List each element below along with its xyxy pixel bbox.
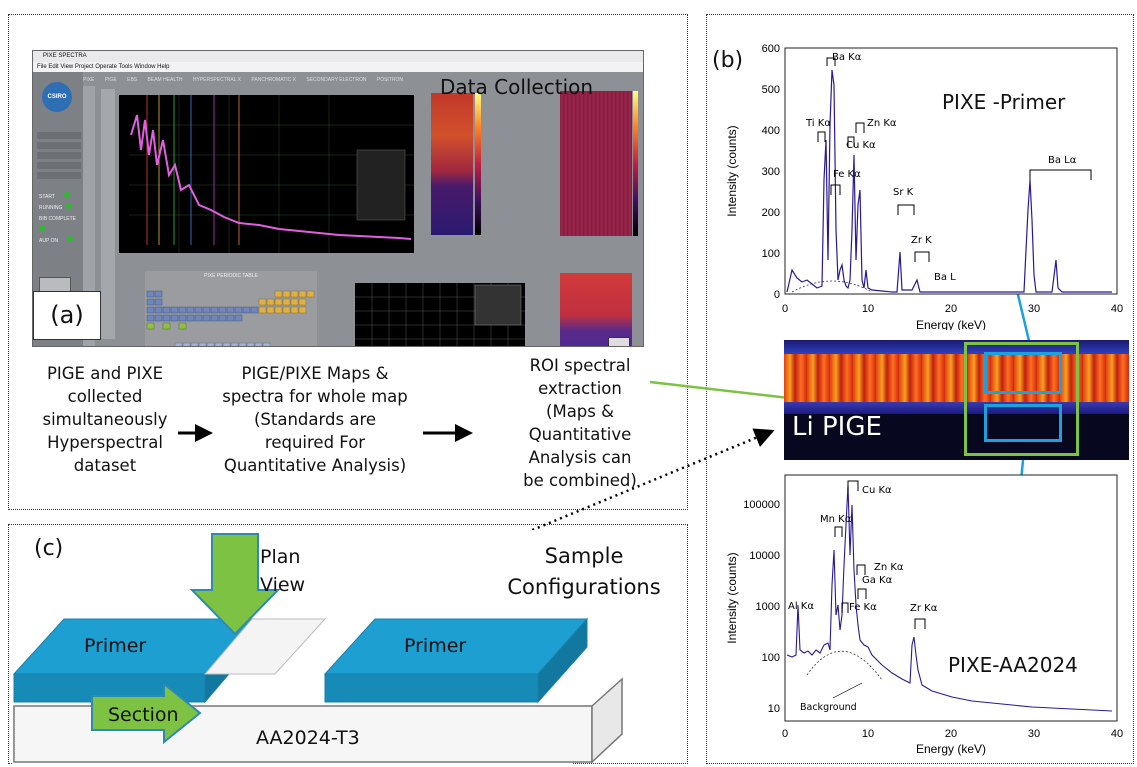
- background-label: Background: [800, 702, 857, 713]
- top-spectrum-chart: 0 100 200 300 400 500 600 0 10 20 30 40 …: [725, 43, 1123, 330]
- sample-schematic: [10, 533, 680, 764]
- data-collection-heading: Data Collection: [440, 75, 594, 99]
- step-1-text: PIGE and PIXE collected simultaneously H…: [42, 364, 168, 475]
- side-label-aup: AUP ON: [39, 238, 59, 244]
- bottom-ytick-100000: 100000: [743, 499, 780, 511]
- live-spectrum-plot: [119, 95, 414, 253]
- bottom-xtick-0: 0: [782, 728, 788, 740]
- bottom-xtick-10: 10: [862, 728, 874, 740]
- tab-ebs: EBS: [127, 77, 138, 83]
- menu-bar: File Edit View Project Operate Tools Win…: [33, 62, 643, 72]
- bottom-background-curve: [806, 650, 883, 681]
- top-ytick-400: 400: [762, 125, 780, 137]
- tab-strip: PIXE PIGE EBS BEAM HEALTH HYPERSPECTRAL …: [83, 74, 643, 86]
- li-pige-label: Li PIGE: [792, 412, 882, 442]
- peak-mn-ka: Mn Kα: [820, 514, 852, 525]
- bottom-spectrum-title: PIXE-AA2024: [948, 653, 1078, 677]
- tab-pixe: PIXE: [83, 77, 95, 83]
- tab-panchromatic: PANCHROMATIC X: [251, 77, 296, 83]
- step-3-text: ROI spectral extraction (Maps & Quantita…: [523, 356, 637, 490]
- top-xtick-20: 20: [945, 303, 957, 315]
- top-ytick-100: 100: [762, 248, 780, 260]
- peak-fe-ka: Fe Kα: [833, 169, 861, 180]
- top-xtick-10: 10: [862, 303, 874, 315]
- pige-map-heatmap: [560, 273, 632, 346]
- roi-box-substrate: [984, 404, 1062, 442]
- step-2-text: PIGE/PIXE Maps & spectra for whole map (…: [222, 364, 408, 475]
- sample-config-heading: Sample Configurations: [507, 544, 661, 599]
- tab-positron: POSITRON: [376, 77, 403, 83]
- substrate-label: AA2024-T3: [256, 727, 360, 749]
- top-ylabel: Intensity (counts): [725, 125, 739, 216]
- plan-view-label: Plan View: [260, 546, 306, 596]
- bottom-ylabel: Intensity (counts): [725, 552, 739, 643]
- bottom-ytick-100: 100: [762, 652, 780, 664]
- panel-a-label: (a): [33, 291, 101, 340]
- peak-fe-ka-bottom: Fe Kα: [849, 602, 877, 613]
- pixe-map-heatmap: [560, 91, 632, 236]
- primer-left-label: Primer: [84, 635, 147, 657]
- window-title: PIXE SPECTRA: [33, 51, 643, 62]
- top-spectrum-line: [786, 69, 1112, 293]
- top-ytick-300: 300: [762, 166, 780, 178]
- bottom-ytick-10: 10: [768, 703, 780, 715]
- li-pige-map: Li PIGE: [784, 340, 1129, 460]
- peak-zn-ka-bottom: Zn Kα: [874, 562, 904, 573]
- bottom-spectrum-line: [786, 484, 1113, 712]
- peak-al-ka: Al Kα: [788, 601, 814, 612]
- top-xtick-0: 0: [782, 303, 788, 315]
- peak-cu-ka: Cu Kα: [846, 140, 876, 151]
- tab-beam-health: BEAM HEALTH: [147, 77, 183, 83]
- peak-zn-ka: Zn Kα: [867, 118, 897, 129]
- bottom-xlabel: Energy (keV): [916, 742, 986, 756]
- bottom-xtick-40: 40: [1111, 728, 1123, 740]
- section-arrow: [91, 681, 202, 745]
- plan-view-arrow: [189, 533, 281, 636]
- top-xlabel: Energy (keV): [916, 318, 986, 330]
- side-label-start: START: [39, 194, 55, 200]
- bottom-xtick-20: 20: [945, 728, 957, 740]
- tab-pige: PIGE: [104, 77, 117, 83]
- peak-ti-ka: Ti Kα: [805, 118, 831, 129]
- top-xtick-40: 40: [1111, 303, 1123, 315]
- tab-secondary-electron: SECONDARY ELECTRON: [306, 77, 367, 83]
- bottom-xtick-30: 30: [1028, 728, 1040, 740]
- tab-hyperspectral: HYPERSPECTRAL X: [192, 77, 242, 83]
- peak-ba-la: Ba Lα: [1048, 155, 1077, 166]
- top-ytick-200: 200: [762, 207, 780, 219]
- peak-zr-ka: Zr Kα: [910, 603, 938, 614]
- bottom-spectrum-chart: 10 100 1000 10000 100000 0 10 20 30 40 E…: [725, 474, 1123, 756]
- top-spectrum-title: PIXE -Primer: [942, 90, 1066, 114]
- side-label-bib: BIB COMPLETE: [39, 216, 76, 222]
- ratio-plot: [355, 283, 525, 346]
- side-label-running: RUNNING: [39, 205, 63, 211]
- peak-ga-ka: Ga Kα: [862, 575, 893, 586]
- bottom-ytick-10000: 10000: [749, 550, 780, 562]
- periodic-table: PIXE PERIODIC TABLE: [145, 271, 317, 346]
- panel-c-label: (c): [34, 536, 64, 561]
- top-xtick-30: 30: [1028, 303, 1040, 315]
- bottom-ytick-1000: 1000: [756, 601, 780, 613]
- csiro-logo: CSIRO: [42, 82, 72, 112]
- total-map-heatmap: [431, 93, 473, 235]
- peak-sr-k: Sr K: [893, 187, 914, 198]
- peak-ba-l: Ba L: [934, 272, 956, 283]
- top-ytick-500: 500: [762, 84, 780, 96]
- roi-box-primer: [984, 352, 1062, 394]
- panel-b-label: (b): [712, 48, 744, 73]
- section-label: Section: [108, 704, 179, 726]
- peak-ba-ka: Ba Kα: [832, 52, 862, 63]
- software-screenshot: PIXE SPECTRA File Edit View Project Oper…: [32, 50, 644, 347]
- primer-right-label: Primer: [404, 635, 467, 657]
- top-background-curve: [791, 280, 873, 293]
- top-ytick-0: 0: [774, 289, 780, 301]
- top-ytick-600: 600: [762, 43, 780, 55]
- peak-zr-k: Zr K: [911, 235, 932, 246]
- peak-cu-ka-bottom: Cu Kα: [862, 485, 892, 496]
